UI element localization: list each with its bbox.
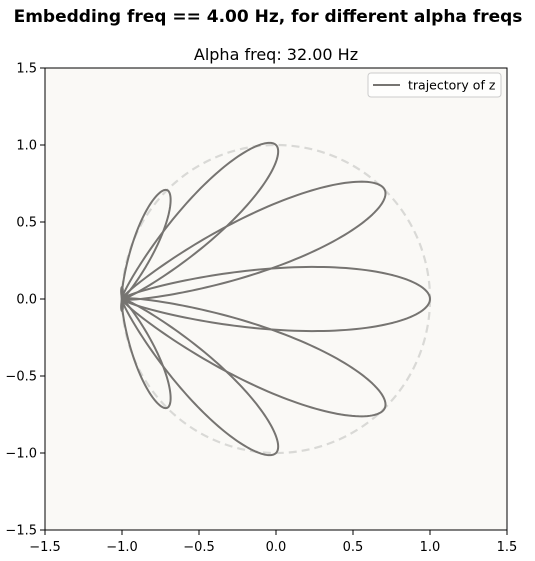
trajectory-petal [120, 298, 172, 410]
trajectory-petal [120, 188, 172, 300]
axes-background [45, 68, 507, 530]
legend: trajectory of z [367, 72, 502, 98]
trajectory-petal [120, 297, 280, 457]
x-tick-label: 0.0 [266, 540, 287, 555]
x-axis-ticks: −1.5 −1.0 −0.5 0.0 0.5 1.0 1.5 [29, 530, 517, 555]
legend-box [367, 72, 502, 98]
trajectory-petal [121, 265, 431, 333]
y-axis-ticks: 1.5 1.0 0.5 0.0 −0.5 −1.0 −1.5 [5, 62, 45, 539]
x-tick-label: −0.5 [183, 540, 215, 555]
x-tick-label: 1.0 [420, 540, 441, 555]
axes-title: Alpha freq: 32.00 Hz [194, 45, 358, 64]
y-tick-label: 0.5 [16, 216, 37, 231]
x-tick-label: −1.5 [29, 540, 61, 555]
y-tick-label: −1.0 [5, 447, 37, 462]
y-tick-label: −1.5 [5, 524, 37, 539]
y-tick-label: 1.0 [16, 139, 37, 154]
trajectory-petal [120, 180, 387, 301]
y-tick-label: −0.5 [5, 370, 37, 385]
y-tick-label: 0.0 [16, 293, 37, 308]
trajectory-petal [120, 297, 387, 418]
trajectory-petal [120, 141, 280, 301]
plot-area [120, 141, 432, 457]
figure-suptitle: Embedding freq == 4.00 Hz, for different… [14, 7, 523, 27]
x-tick-label: 1.5 [497, 540, 518, 555]
x-tick-label: −1.0 [106, 540, 138, 555]
y-tick-label: 1.5 [16, 62, 37, 77]
x-tick-label: 0.5 [343, 540, 364, 555]
legend-label-trajectory: trajectory of z [408, 78, 496, 93]
